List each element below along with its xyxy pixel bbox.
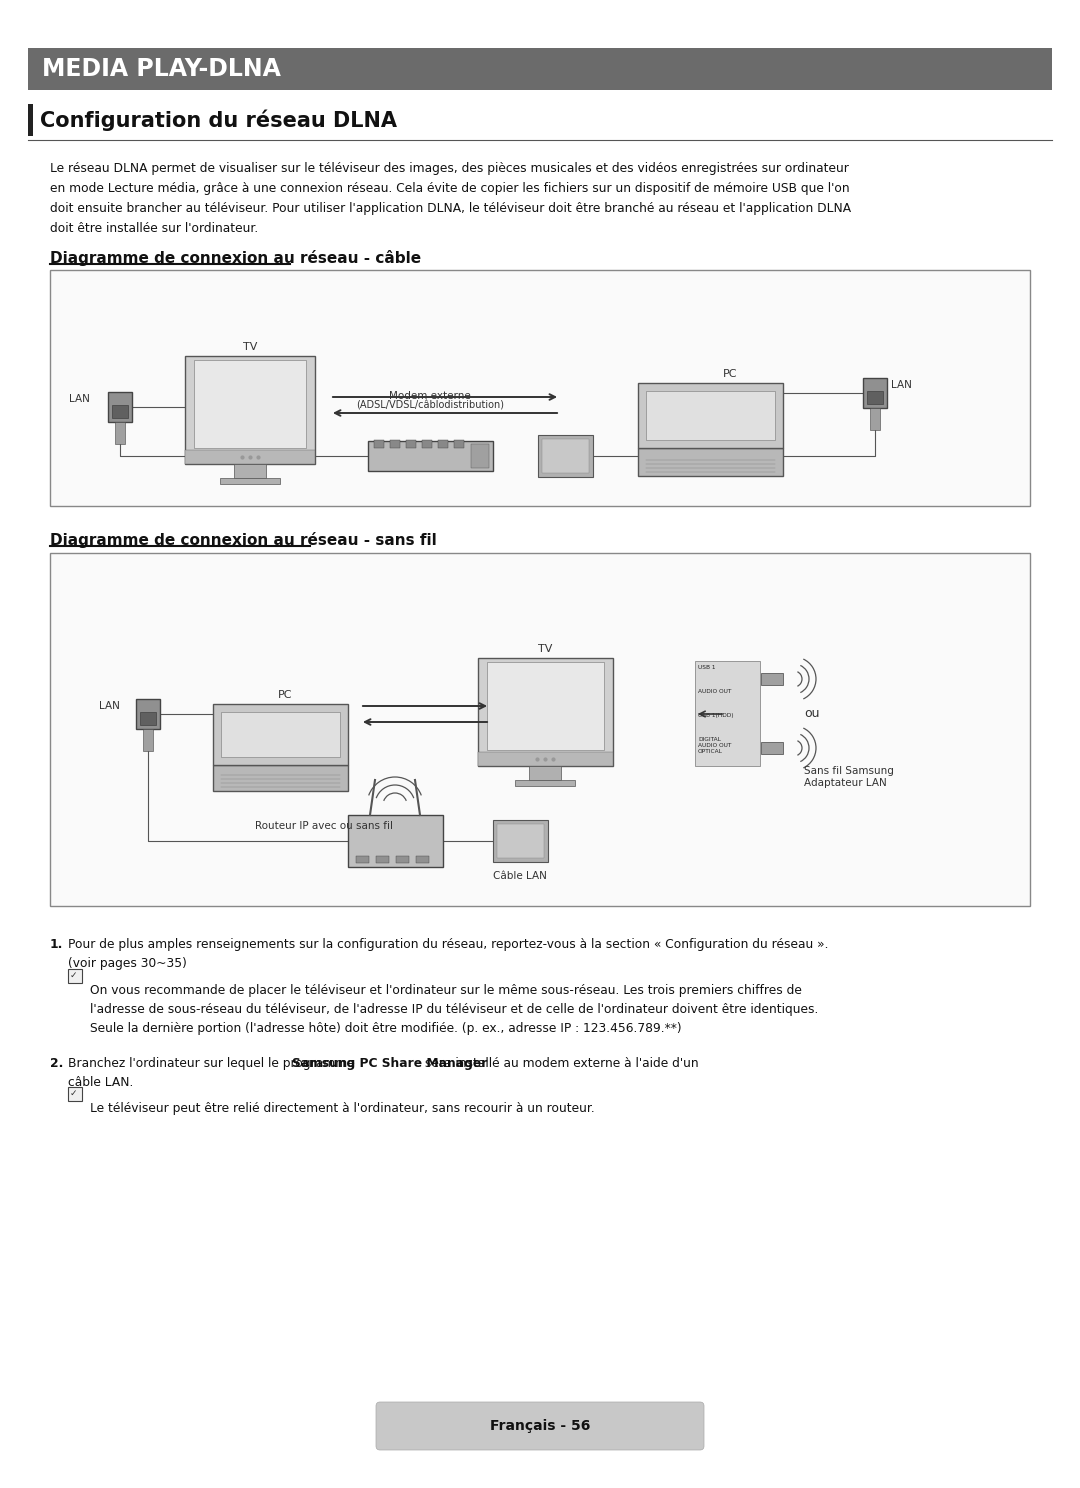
Bar xyxy=(541,439,589,473)
Text: Samsung PC Share Manager: Samsung PC Share Manager xyxy=(293,1056,488,1070)
Bar xyxy=(863,378,887,408)
Text: 2.: 2. xyxy=(50,1056,64,1070)
Text: Pour de plus amples renseignements sur la configuration du réseau, reportez-vous: Pour de plus amples renseignements sur l… xyxy=(68,937,828,951)
Bar xyxy=(395,856,408,863)
Text: Câble LAN: Câble LAN xyxy=(494,870,546,881)
Text: MEDIA PLAY-DLNA: MEDIA PLAY-DLNA xyxy=(42,57,281,80)
Bar xyxy=(515,780,575,786)
Bar xyxy=(437,440,447,448)
Text: USB 1: USB 1 xyxy=(698,665,715,670)
Text: (voir pages 30~35): (voir pages 30~35) xyxy=(68,957,187,970)
Text: sera installé au modem externe à l'aide d'un: sera installé au modem externe à l'aide … xyxy=(421,1056,699,1070)
Bar xyxy=(637,382,783,448)
Text: PC: PC xyxy=(723,369,738,379)
Bar xyxy=(220,711,339,757)
Text: ✓: ✓ xyxy=(70,1089,78,1098)
Bar xyxy=(646,391,774,440)
Bar xyxy=(234,464,266,478)
Text: AUDIO OUT: AUDIO OUT xyxy=(698,689,731,693)
Bar xyxy=(390,440,400,448)
Bar xyxy=(696,661,760,766)
Text: TV: TV xyxy=(538,644,552,655)
Bar xyxy=(477,658,612,766)
Bar xyxy=(637,448,783,476)
Text: Diagramme de connexion au réseau - câble: Diagramme de connexion au réseau - câble xyxy=(50,250,421,266)
FancyBboxPatch shape xyxy=(376,1402,704,1449)
Text: USB 1(HDD): USB 1(HDD) xyxy=(698,713,733,719)
Bar xyxy=(529,766,561,780)
Text: l'adresse de sous-réseau du téléviseur, de l'adresse IP du téléviseur et de cell: l'adresse de sous-réseau du téléviseur, … xyxy=(90,1003,819,1016)
Text: ou: ou xyxy=(804,707,820,720)
Bar xyxy=(143,729,153,751)
Bar xyxy=(28,48,1052,89)
Text: Configuration du réseau DLNA: Configuration du réseau DLNA xyxy=(40,109,397,131)
Bar xyxy=(185,449,315,464)
Text: Sans fil Samsung
Adaptateur LAN: Sans fil Samsung Adaptateur LAN xyxy=(804,766,894,787)
Text: doit ensuite brancher au téléviseur. Pour utiliser l'application DLNA, le télévi: doit ensuite brancher au téléviseur. Pou… xyxy=(50,202,851,214)
Bar xyxy=(497,824,543,859)
Bar xyxy=(220,478,280,484)
Bar xyxy=(50,269,1030,506)
Text: 1.: 1. xyxy=(50,937,64,951)
Text: LAN: LAN xyxy=(891,379,912,390)
Text: Modem externe: Modem externe xyxy=(389,391,471,400)
Bar xyxy=(112,405,129,418)
Bar xyxy=(114,423,125,443)
Bar xyxy=(348,815,443,868)
Text: Diagramme de connexion au réseau - sans fil: Diagramme de connexion au réseau - sans … xyxy=(50,533,436,548)
Bar xyxy=(185,356,315,464)
Text: Seule la dernière portion (l'adresse hôte) doit être modifiée. (p. ex., adresse : Seule la dernière portion (l'adresse hôt… xyxy=(90,1022,681,1036)
Bar xyxy=(367,440,492,472)
Bar xyxy=(486,662,604,750)
Bar xyxy=(867,391,883,405)
Bar xyxy=(28,104,33,135)
Text: câble LAN.: câble LAN. xyxy=(68,1076,133,1089)
Text: Branchez l'ordinateur sur lequel le programme: Branchez l'ordinateur sur lequel le prog… xyxy=(68,1056,359,1070)
Bar xyxy=(492,820,548,862)
Text: On vous recommande de placer le téléviseur et l'ordinateur sur le même sous-rése: On vous recommande de placer le télévise… xyxy=(90,984,801,997)
Text: LAN: LAN xyxy=(99,701,120,711)
Bar xyxy=(454,440,463,448)
Bar xyxy=(477,751,612,766)
Bar xyxy=(140,711,156,725)
Text: ✓: ✓ xyxy=(70,970,78,979)
Text: DIGITAL
AUDIO OUT
OPTICAL: DIGITAL AUDIO OUT OPTICAL xyxy=(698,737,731,753)
Bar xyxy=(213,765,348,792)
Text: LAN: LAN xyxy=(69,394,90,405)
Bar xyxy=(68,969,82,984)
Bar xyxy=(761,673,783,684)
Text: (ADSL/VDSL/câblodistribution): (ADSL/VDSL/câblodistribution) xyxy=(356,400,504,411)
Bar xyxy=(376,856,389,863)
Bar xyxy=(405,440,416,448)
Text: PC: PC xyxy=(278,690,293,699)
Bar xyxy=(194,360,306,448)
Text: doit être installée sur l'ordinateur.: doit être installée sur l'ordinateur. xyxy=(50,222,258,235)
Text: Le réseau DLNA permet de visualiser sur le téléviseur des images, des pièces mus: Le réseau DLNA permet de visualiser sur … xyxy=(50,162,849,176)
Bar xyxy=(374,440,383,448)
Bar xyxy=(108,391,132,423)
Text: Routeur IP avec ou sans fil: Routeur IP avec ou sans fil xyxy=(255,821,393,830)
Text: Français - 56: Français - 56 xyxy=(490,1420,590,1433)
Bar xyxy=(136,699,160,729)
Bar xyxy=(870,408,880,430)
Bar xyxy=(50,554,1030,906)
Bar xyxy=(355,856,368,863)
Bar xyxy=(471,443,488,469)
Bar xyxy=(538,434,593,478)
Bar xyxy=(421,440,432,448)
Bar xyxy=(761,743,783,754)
Text: Le téléviseur peut être relié directement à l'ordinateur, sans recourir à un rou: Le téléviseur peut être relié directemen… xyxy=(90,1103,595,1115)
Text: en mode Lecture média, grâce à une connexion réseau. Cela évite de copier les fi: en mode Lecture média, grâce à une conne… xyxy=(50,182,850,195)
Text: TV: TV xyxy=(243,342,257,353)
Bar xyxy=(416,856,429,863)
Bar xyxy=(213,704,348,765)
Bar xyxy=(68,1088,82,1101)
